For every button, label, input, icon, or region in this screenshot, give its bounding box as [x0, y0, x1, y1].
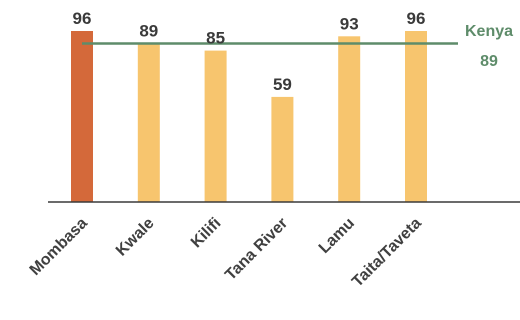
value-label-tana-river: 59: [273, 75, 292, 94]
bar-kwale: [137, 43, 160, 202]
value-label-kwale: 89: [139, 22, 158, 41]
value-label-kilifi: 85: [206, 29, 225, 48]
bar-mombasa: [71, 31, 93, 202]
bar-taita-taveta: [405, 31, 427, 202]
reference-line-value: 89: [480, 53, 498, 70]
x-tick-label-lamu: Lamu: [316, 215, 358, 257]
value-label-taita-taveta: 96: [407, 9, 426, 28]
value-label-mombasa: 96: [73, 9, 92, 28]
x-tick-label-tana-river: Tana River: [222, 215, 291, 284]
x-tick-label-mombasa: Mombasa: [27, 215, 91, 279]
value-labels-layer: 96 89 85 59 93 96: [73, 9, 426, 94]
bar-kilifi: [204, 50, 227, 202]
x-tick-label-taita-taveta: Taita/Taveta: [349, 215, 425, 291]
x-tick-label-kilifi: Kilifi: [188, 215, 225, 252]
x-tick-label-kwale: Kwale: [113, 215, 158, 260]
value-label-lamu: 93: [340, 14, 359, 33]
bar-lamu: [338, 36, 361, 202]
bars-layer: [71, 31, 427, 202]
bar-tana-river: [271, 96, 294, 202]
reference-line-name: Kenya: [465, 23, 513, 40]
